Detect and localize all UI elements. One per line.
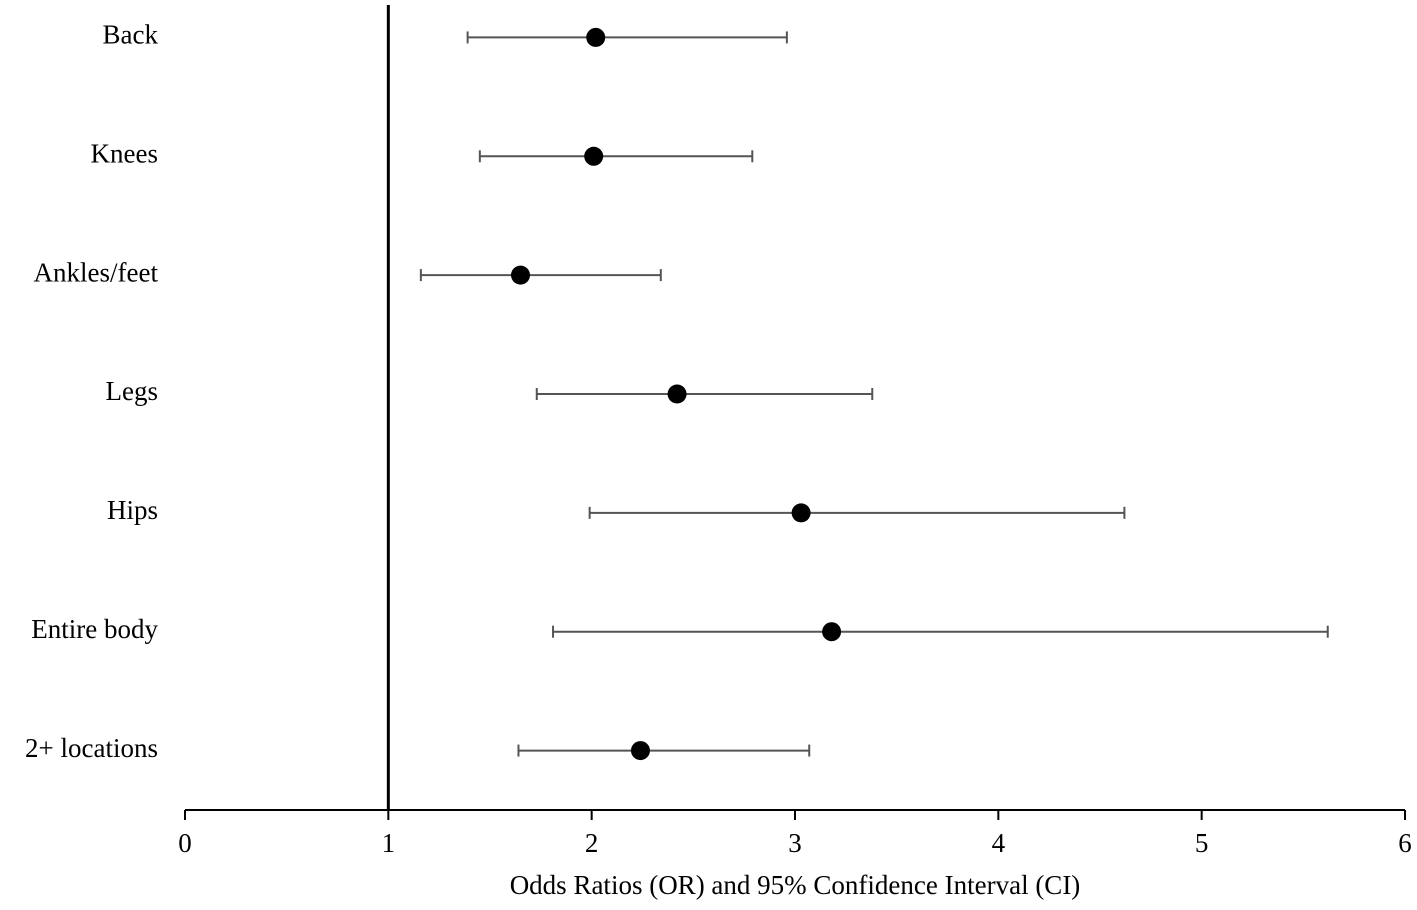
x-axis-title: Odds Ratios (OR) and 95% Confidence Inte… xyxy=(510,870,1081,900)
y-tick-label: Entire body xyxy=(31,614,158,644)
y-tick-label: Ankles/feet xyxy=(34,257,159,287)
y-tick-label: 2+ locations xyxy=(25,733,158,763)
point-estimate xyxy=(630,741,650,761)
y-tick-label: Legs xyxy=(106,376,158,406)
x-tick-label: 2 xyxy=(585,828,599,858)
point-estimate xyxy=(822,622,842,642)
x-tick-label: 0 xyxy=(178,828,192,858)
y-tick-label: Hips xyxy=(107,495,158,525)
point-estimate xyxy=(511,265,530,285)
x-tick-label: 1 xyxy=(382,828,396,858)
x-tick-label: 3 xyxy=(788,828,802,858)
point-estimate xyxy=(584,146,604,166)
x-tick-label: 5 xyxy=(1195,828,1209,858)
point-estimate xyxy=(667,384,687,404)
y-tick-label: Knees xyxy=(91,138,158,168)
point-estimate xyxy=(586,27,606,47)
y-tick-label: Back xyxy=(103,20,159,50)
x-tick-label: 4 xyxy=(992,828,1006,858)
point-estimate xyxy=(791,503,811,523)
x-tick-label: 6 xyxy=(1398,828,1412,858)
